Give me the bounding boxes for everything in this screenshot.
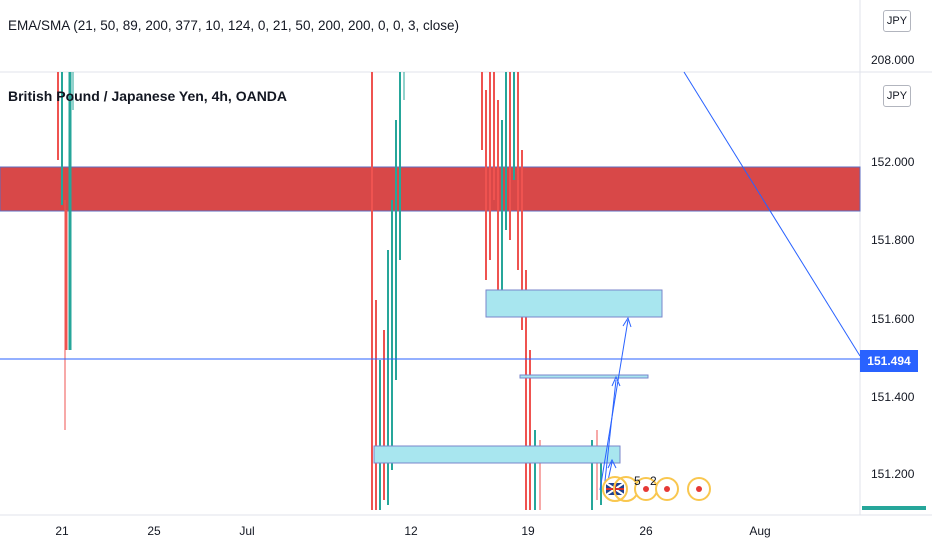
y-tick: 152.000 — [871, 155, 915, 169]
demand-zone-middle[interactable] — [519, 374, 649, 379]
y-tick: 151.600 — [871, 312, 915, 326]
x-tick: Aug — [749, 524, 771, 538]
x-tick: Jul — [239, 524, 255, 538]
resistance-zone[interactable] — [0, 166, 861, 212]
y-tick: 151.200 — [871, 467, 915, 481]
demand-zone-lower[interactable] — [373, 445, 621, 464]
indicator-label[interactable]: EMA/SMA (21, 50, 89, 200, 377, 10, 124, … — [8, 18, 460, 33]
demand-zone-upper[interactable] — [485, 289, 663, 318]
y-tick: 151.400 — [871, 390, 915, 404]
x-tick: 19 — [521, 524, 535, 538]
x-tick: 21 — [55, 524, 69, 538]
y-tick: 151.800 — [871, 233, 915, 247]
currency-badge-top[interactable]: JPY — [883, 10, 911, 32]
symbol-title: British Pound / Japanese Yen, 4h, OANDA — [8, 88, 288, 104]
trend-line[interactable] — [683, 71, 861, 357]
projection-arrows[interactable] — [599, 316, 632, 491]
event-count: 2 — [650, 474, 657, 488]
x-tick: 25 — [147, 524, 161, 538]
candlesticks — [57, 72, 602, 510]
volume-indicator — [862, 506, 926, 510]
currency-badge-main[interactable]: JPY — [883, 85, 911, 107]
event-count: 5 — [634, 474, 641, 488]
event-markers[interactable] — [602, 476, 711, 502]
top-scale-price: 208.000 — [871, 53, 915, 67]
current-price-tag[interactable]: 151.494 — [860, 350, 918, 372]
x-tick: 12 — [404, 524, 418, 538]
x-tick: 26 — [639, 524, 653, 538]
